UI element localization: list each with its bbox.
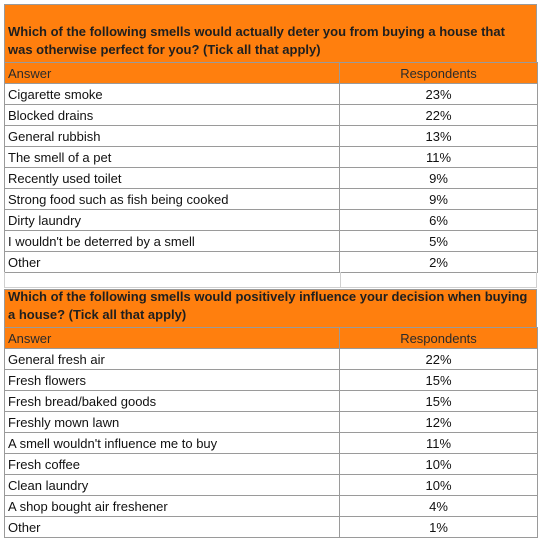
respondents-cell: 11% <box>339 146 538 168</box>
answer-cell: A smell wouldn't influence me to buy <box>4 432 340 454</box>
respondents-cell: 11% <box>339 432 538 454</box>
answer-cell: Strong food such as fish being cooked <box>4 188 340 210</box>
respondents-cell: 23% <box>339 83 538 105</box>
table-row: A shop bought air freshener 4% <box>4 495 538 517</box>
influence-smells-table: Which of the following smells would posi… <box>4 289 538 538</box>
table-row: Fresh bread/baked goods 15% <box>4 390 538 412</box>
respondents-cell: 9% <box>339 167 538 189</box>
table-row: The smell of a pet 11% <box>4 146 538 168</box>
table-row: Blocked drains 22% <box>4 104 538 126</box>
results-table: Answer Respondents General fresh air 22% F… <box>4 327 538 538</box>
table-row: Recently used toilet 9% <box>4 167 538 189</box>
answer-cell: Cigarette smoke <box>4 83 340 105</box>
table-row: Clean laundry 10% <box>4 474 538 496</box>
respondents-cell: 12% <box>339 411 538 433</box>
respondents-cell: 22% <box>339 348 538 370</box>
answer-cell: A shop bought air freshener <box>4 495 340 517</box>
respondents-cell: 13% <box>339 125 538 147</box>
respondents-cell: 10% <box>339 453 538 475</box>
empty-row <box>4 272 537 288</box>
answer-cell: Other <box>4 251 340 273</box>
answer-cell: Recently used toilet <box>4 167 340 189</box>
answer-cell: Blocked drains <box>4 104 340 126</box>
table-row: Fresh coffee 10% <box>4 453 538 475</box>
table-row: Cigarette smoke 23% <box>4 83 538 105</box>
answer-cell: I wouldn't be deterred by a smell <box>4 230 340 252</box>
header-row: Answer Respondents <box>4 62 538 84</box>
respondents-cell: 9% <box>339 188 538 210</box>
answer-cell: Freshly mown lawn <box>4 411 340 433</box>
answer-column-header: Answer <box>4 327 340 349</box>
table-row: General rubbish 13% <box>4 125 538 147</box>
table-question: Which of the following smells would actu… <box>4 4 537 62</box>
respondents-cell: 15% <box>339 390 538 412</box>
respondents-cell: 22% <box>339 104 538 126</box>
respondents-cell: 15% <box>339 369 538 391</box>
answer-cell: Other <box>4 516 340 538</box>
answer-cell: Fresh flowers <box>4 369 340 391</box>
answer-cell: General fresh air <box>4 348 340 370</box>
table-row: Other 1% <box>4 516 538 538</box>
answer-cell: Clean laundry <box>4 474 340 496</box>
respondents-cell: 1% <box>339 516 538 538</box>
table-row: I wouldn't be deterred by a smell 5% <box>4 230 538 252</box>
table-row: Dirty laundry 6% <box>4 209 538 231</box>
results-table: Answer Respondents Cigarette smoke 23% Blo… <box>4 62 538 273</box>
table-row: A smell wouldn't influence me to buy 11% <box>4 432 538 454</box>
answer-cell: Dirty laundry <box>4 209 340 231</box>
respondents-column-header: Respondents <box>339 62 538 84</box>
respondents-cell: 4% <box>339 495 538 517</box>
answer-cell: Fresh bread/baked goods <box>4 390 340 412</box>
table-row: Freshly mown lawn 12% <box>4 411 538 433</box>
table-row: General fresh air 22% <box>4 348 538 370</box>
table-row: Fresh flowers 15% <box>4 369 538 391</box>
answer-cell: The smell of a pet <box>4 146 340 168</box>
respondents-cell: 2% <box>339 251 538 273</box>
answer-cell: General rubbish <box>4 125 340 147</box>
answer-column-header: Answer <box>4 62 340 84</box>
deter-smells-table: Which of the following smells would actu… <box>4 4 538 273</box>
table-row: Strong food such as fish being cooked 9% <box>4 188 538 210</box>
answer-cell: Fresh coffee <box>4 453 340 475</box>
table-question: Which of the following smells would posi… <box>4 289 537 327</box>
respondents-cell: 5% <box>339 230 538 252</box>
table-row: Other 2% <box>4 251 538 273</box>
respondents-cell: 6% <box>339 209 538 231</box>
respondents-column-header: Respondents <box>339 327 538 349</box>
respondents-cell: 10% <box>339 474 538 496</box>
header-row: Answer Respondents <box>4 327 538 349</box>
